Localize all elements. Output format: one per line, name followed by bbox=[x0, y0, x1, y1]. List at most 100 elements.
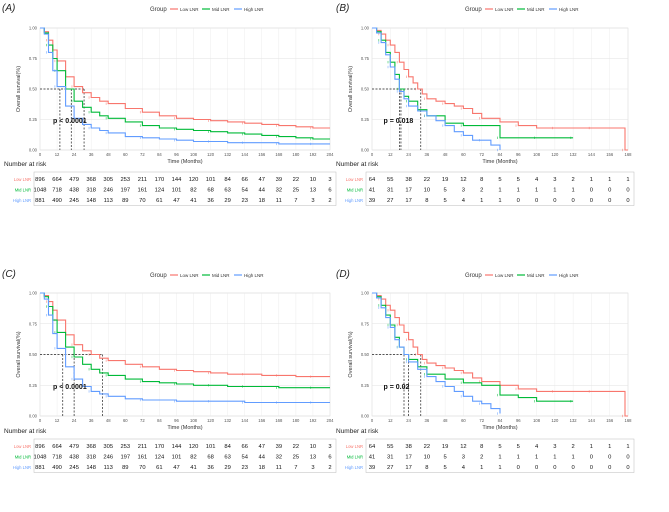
risk-count: 0 bbox=[626, 465, 629, 471]
y-tick-label: 0.00 bbox=[29, 414, 38, 419]
y-axis-title: Overall survival(%) bbox=[348, 66, 354, 112]
survival-curve-mid-lnr bbox=[40, 292, 330, 389]
x-tick-label: 0 bbox=[39, 418, 42, 423]
risk-count: 896 bbox=[35, 177, 45, 183]
risk-count: 68 bbox=[207, 455, 213, 461]
risk-count: 38 bbox=[405, 177, 411, 183]
y-tick-label: 0.75 bbox=[361, 56, 370, 61]
risk-count: 70 bbox=[139, 198, 145, 204]
risk-count: 1 bbox=[498, 455, 501, 461]
y-axis-title: Overall survival(%) bbox=[16, 331, 22, 377]
risk-count: 1 bbox=[498, 198, 501, 204]
x-tick-label: 192 bbox=[309, 418, 317, 423]
risk-count: 12 bbox=[460, 177, 466, 183]
risk-count: 305 bbox=[103, 177, 113, 183]
x-tick-label: 24 bbox=[72, 418, 77, 423]
risk-count: 2 bbox=[328, 465, 331, 471]
risk-count: 38 bbox=[405, 444, 411, 450]
risk-count: 55 bbox=[387, 444, 393, 450]
risk-count: 120 bbox=[189, 177, 199, 183]
risk-count: 101 bbox=[206, 444, 216, 450]
risk-count: 4 bbox=[462, 465, 466, 471]
survival-curve-high-lnr bbox=[40, 27, 330, 145]
risk-count: 1 bbox=[498, 465, 501, 471]
x-tick-label: 108 bbox=[190, 418, 198, 423]
risk-count: 881 bbox=[35, 465, 45, 471]
km-panel-3: (C) Group Low LNR Mid LNR High LNR 0.00 0.25 0.… bbox=[2, 269, 337, 473]
panel-label: (B) bbox=[336, 3, 349, 14]
risk-count: 61 bbox=[156, 198, 162, 204]
survival-curve-high-lnr bbox=[40, 292, 330, 404]
legend-item-high-lnr: High LNR bbox=[244, 273, 264, 278]
risk-count: 490 bbox=[52, 198, 62, 204]
risk-count: 25 bbox=[293, 455, 299, 461]
risk-count: 41 bbox=[369, 188, 375, 194]
x-tick-label: 48 bbox=[106, 152, 111, 157]
risk-count: 3 bbox=[553, 177, 556, 183]
risk-count: 61 bbox=[156, 465, 162, 471]
risk-row-label: Low LNR bbox=[14, 177, 31, 182]
y-axis-title: Overall survival(%) bbox=[16, 66, 22, 112]
x-tick-label: 120 bbox=[551, 152, 559, 157]
risk-count: 13 bbox=[310, 188, 316, 194]
risk-count: 0 bbox=[517, 198, 520, 204]
risk-count: 19 bbox=[442, 177, 448, 183]
risk-table-box bbox=[33, 438, 337, 473]
risk-count: 1 bbox=[572, 188, 575, 194]
risk-count: 0 bbox=[590, 198, 593, 204]
risk-count: 0 bbox=[590, 455, 593, 461]
x-axis-title: Time (Months) bbox=[167, 425, 202, 431]
risk-count: 25 bbox=[293, 188, 299, 194]
x-tick-label: 96 bbox=[174, 418, 179, 423]
risk-count: 124 bbox=[155, 455, 165, 461]
legend-item-mid-lnr: Mid LNR bbox=[212, 273, 230, 278]
risk-count: 479 bbox=[69, 444, 79, 450]
x-tick-label: 180 bbox=[292, 418, 300, 423]
risk-count: 22 bbox=[293, 444, 299, 450]
risk-count: 718 bbox=[52, 455, 62, 461]
risk-count: 47 bbox=[173, 465, 179, 471]
risk-count: 0 bbox=[590, 188, 593, 194]
risk-count: 144 bbox=[172, 177, 182, 183]
y-tick-label: 0.25 bbox=[361, 383, 370, 388]
x-tick-label: 12 bbox=[55, 152, 60, 157]
x-tick-label: 36 bbox=[425, 152, 430, 157]
risk-count: 54 bbox=[241, 188, 248, 194]
x-tick-label: 132 bbox=[224, 152, 232, 157]
risk-count: 0 bbox=[572, 465, 575, 471]
risk-count: 318 bbox=[86, 455, 96, 461]
risk-count: 124 bbox=[155, 188, 165, 194]
y-tick-label: 0.25 bbox=[361, 117, 370, 122]
risk-count: 31 bbox=[387, 455, 393, 461]
risk-count: 22 bbox=[424, 444, 430, 450]
x-tick-label: 12 bbox=[388, 152, 393, 157]
risk-count: 54 bbox=[241, 455, 248, 461]
risk-count: 438 bbox=[69, 188, 79, 194]
risk-count: 7 bbox=[294, 465, 297, 471]
risk-count: 5 bbox=[517, 177, 520, 183]
risk-count: 318 bbox=[86, 188, 96, 194]
risk-table-box bbox=[365, 171, 635, 206]
risk-count: 0 bbox=[590, 465, 593, 471]
x-tick-label: 108 bbox=[190, 152, 198, 157]
x-tick-label: 192 bbox=[309, 152, 317, 157]
risk-row-label: Low LNR bbox=[346, 444, 363, 449]
risk-count: 211 bbox=[138, 444, 147, 450]
risk-count: 36 bbox=[207, 198, 213, 204]
y-tick-label: 0.50 bbox=[361, 352, 370, 357]
risk-count: 664 bbox=[52, 177, 62, 183]
legend-title: Group bbox=[150, 273, 167, 279]
x-tick-label: 36 bbox=[89, 152, 94, 157]
risk-count: 17 bbox=[405, 198, 411, 204]
x-tick-label: 60 bbox=[461, 152, 466, 157]
risk-count: 47 bbox=[173, 198, 179, 204]
risk-row-label: High LNR bbox=[345, 465, 363, 470]
x-tick-label: 48 bbox=[443, 418, 448, 423]
x-tick-label: 156 bbox=[606, 152, 614, 157]
risk-count: 5 bbox=[444, 455, 447, 461]
x-axis-title: Time (Months) bbox=[167, 159, 202, 165]
risk-count: 10 bbox=[310, 177, 316, 183]
risk-count: 8 bbox=[480, 444, 483, 450]
risk-count: 101 bbox=[172, 188, 182, 194]
risk-count: 29 bbox=[224, 465, 230, 471]
